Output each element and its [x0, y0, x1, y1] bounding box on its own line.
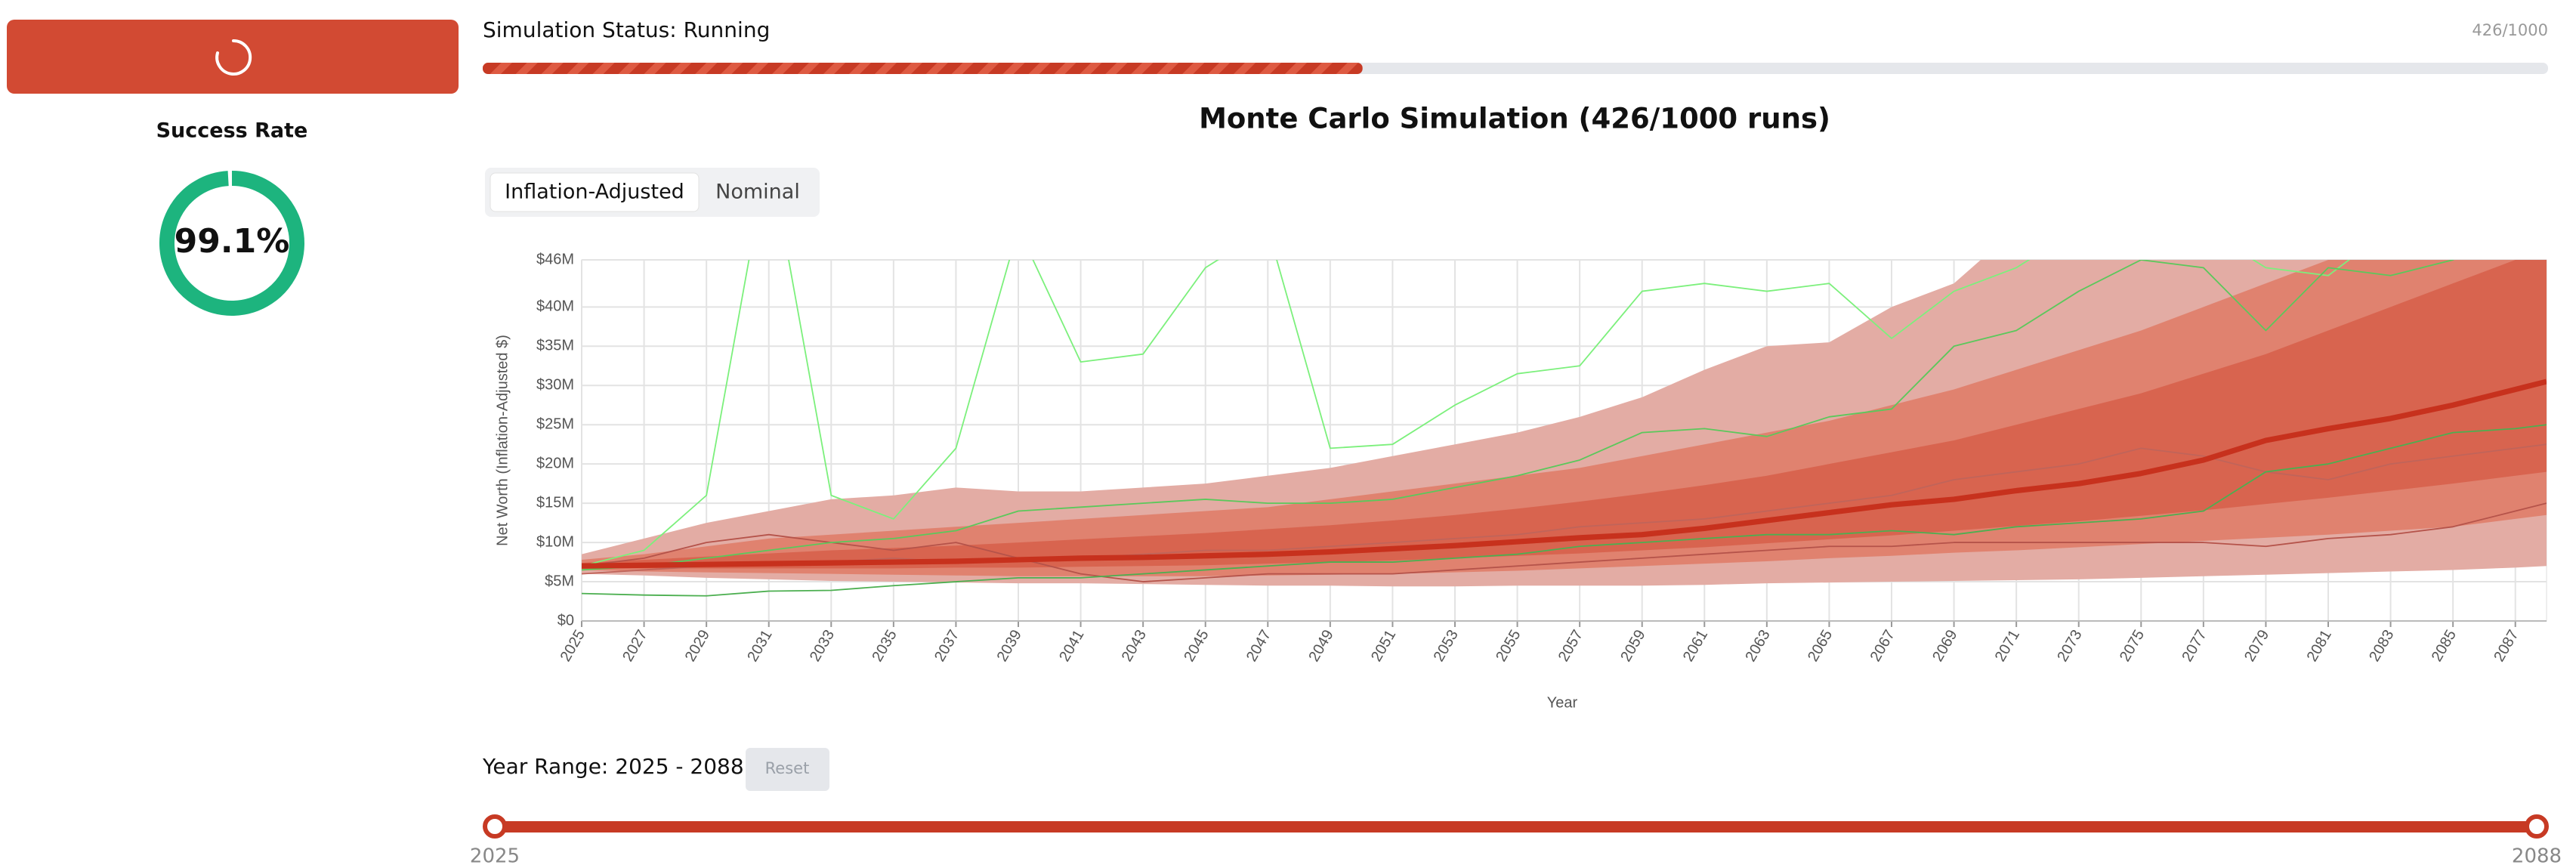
simulation-line — [582, 502, 2547, 582]
x-tick-label: 2047 — [1243, 627, 1274, 665]
x-tick-label: 2041 — [1056, 627, 1087, 665]
reset-label[interactable]: Reset — [765, 759, 810, 777]
x-tick-label: 2075 — [2117, 627, 2148, 665]
x-tick-label: 2029 — [682, 627, 713, 665]
y-tick-label: $5M — [545, 573, 574, 589]
success-arc — [159, 171, 304, 316]
x-tick-label: 2083 — [2366, 627, 2397, 665]
year-range-label: Year Range: 2025 - 2088 — [482, 754, 744, 779]
x-tick-label: 2055 — [1493, 627, 1524, 665]
y-tick-label: $0 — [558, 612, 574, 629]
success-value: 99.1% — [175, 222, 290, 261]
success-title: Success Rate — [156, 119, 308, 143]
x-tick-label: 2037 — [931, 627, 962, 665]
y-axis-title: Net Worth (Inflation-Adjusted $) — [494, 335, 511, 546]
x-tick-label: 2077 — [2179, 627, 2210, 665]
success-donut — [159, 171, 304, 316]
x-tick-label: 2031 — [744, 627, 775, 665]
y-tick-label: $25M — [536, 415, 574, 432]
x-tick-label: 2033 — [807, 627, 838, 665]
progress — [483, 63, 1363, 74]
x-tick-label: 2045 — [1181, 627, 1212, 665]
run-button[interactable] — [7, 20, 459, 94]
simulation-line — [582, 424, 2547, 597]
range-handle[interactable] — [2525, 814, 2549, 839]
y-tick-label: $20M — [536, 455, 574, 471]
x-tick-label: 2079 — [2241, 627, 2272, 665]
x-tick-label: 2053 — [1431, 627, 1462, 665]
toggle-active[interactable] — [490, 172, 700, 212]
toggle-button[interactable]: Nominal — [715, 181, 800, 204]
toggle-button[interactable]: Inflation-Adjusted — [505, 181, 684, 204]
range-track — [495, 821, 2537, 832]
reset-button[interactable] — [746, 748, 829, 791]
x-tick-label: 2025 — [558, 627, 588, 665]
x-tick-label: 2065 — [1805, 627, 1836, 665]
y-tick-label: $40M — [536, 298, 574, 315]
y-tick-label: $35M — [536, 338, 574, 354]
y-tick-label: $30M — [536, 377, 574, 394]
x-tick-label: 2049 — [1305, 627, 1336, 665]
chart: $0 $5M $10M $15M $20M $25M $30M $35M $40M $46M 202… — [536, 251, 2547, 665]
percentile-band — [582, 260, 2547, 569]
x-tick-label: 2051 — [1368, 627, 1399, 665]
progress-label: 426/1000 — [2472, 21, 2548, 39]
x-tick-label: 2087 — [2491, 627, 2522, 665]
range-handle[interactable] — [483, 814, 507, 839]
x-tick-label: 2039 — [994, 627, 1025, 665]
y-tick-label: $10M — [536, 533, 574, 550]
x-tick-label: 2073 — [2054, 627, 2085, 665]
x-tick-label: 2059 — [1617, 627, 1648, 665]
simulation-line — [582, 260, 2455, 571]
range-max: 2088 — [2512, 845, 2562, 868]
x-tick-label: 2085 — [2429, 627, 2460, 665]
x-tick-label: 2071 — [1992, 627, 2023, 665]
progress-fill — [483, 63, 1363, 74]
x-tick-label: 2069 — [1929, 627, 1960, 665]
x-tick-label: 2027 — [619, 627, 650, 665]
x-tick-label: 2081 — [2304, 627, 2335, 665]
x-tick-label: 2063 — [1742, 627, 1773, 665]
simulation-line — [582, 378, 2547, 569]
simulation-line — [582, 260, 2351, 567]
range-min: 2025 — [470, 845, 520, 868]
x-tick-label: 2061 — [1680, 627, 1711, 665]
x-tick-label: 2057 — [1555, 627, 1586, 665]
spinner — [215, 39, 252, 76]
chart-title: Monte Carlo Simulation (426/1000 runs) — [1199, 103, 1830, 135]
y-tick-label: $46M — [536, 251, 574, 267]
status-text: Simulation Status: Running — [483, 17, 770, 42]
y-tick-label: $15M — [536, 494, 574, 511]
x-axis-title: Year — [1547, 694, 1578, 711]
x-tick-label: 2043 — [1119, 627, 1150, 665]
plot-layer — [582, 260, 2547, 597]
x-tick-label: 2067 — [1867, 627, 1898, 665]
x-tick-label: 2035 — [869, 627, 900, 665]
